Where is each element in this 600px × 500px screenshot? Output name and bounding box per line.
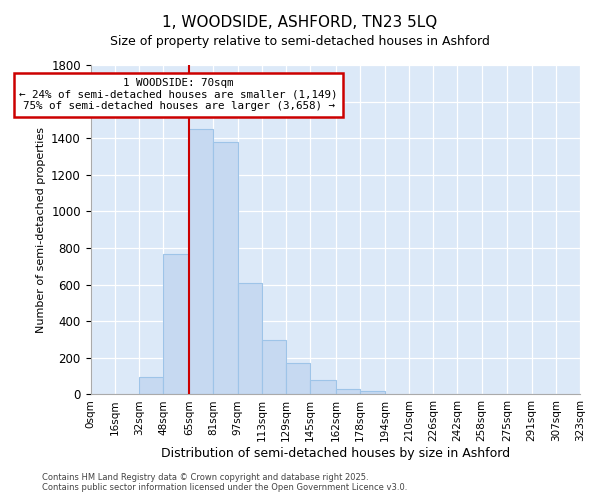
Text: 1, WOODSIDE, ASHFORD, TN23 5LQ: 1, WOODSIDE, ASHFORD, TN23 5LQ bbox=[163, 15, 437, 30]
Text: Size of property relative to semi-detached houses in Ashford: Size of property relative to semi-detach… bbox=[110, 35, 490, 48]
Bar bbox=[189, 129, 213, 394]
Y-axis label: Number of semi-detached properties: Number of semi-detached properties bbox=[35, 126, 46, 332]
Bar bbox=[139, 377, 163, 394]
Bar bbox=[262, 340, 286, 394]
Bar bbox=[336, 389, 360, 394]
Bar bbox=[238, 283, 262, 395]
Bar bbox=[360, 391, 385, 394]
Bar bbox=[286, 364, 310, 394]
Text: Contains HM Land Registry data © Crown copyright and database right 2025.
Contai: Contains HM Land Registry data © Crown c… bbox=[42, 473, 407, 492]
X-axis label: Distribution of semi-detached houses by size in Ashford: Distribution of semi-detached houses by … bbox=[161, 447, 510, 460]
Bar bbox=[163, 254, 189, 394]
Text: 1 WOODSIDE: 70sqm
← 24% of semi-detached houses are smaller (1,149)
75% of semi-: 1 WOODSIDE: 70sqm ← 24% of semi-detached… bbox=[19, 78, 338, 112]
Bar bbox=[310, 380, 336, 394]
Bar bbox=[213, 142, 238, 395]
